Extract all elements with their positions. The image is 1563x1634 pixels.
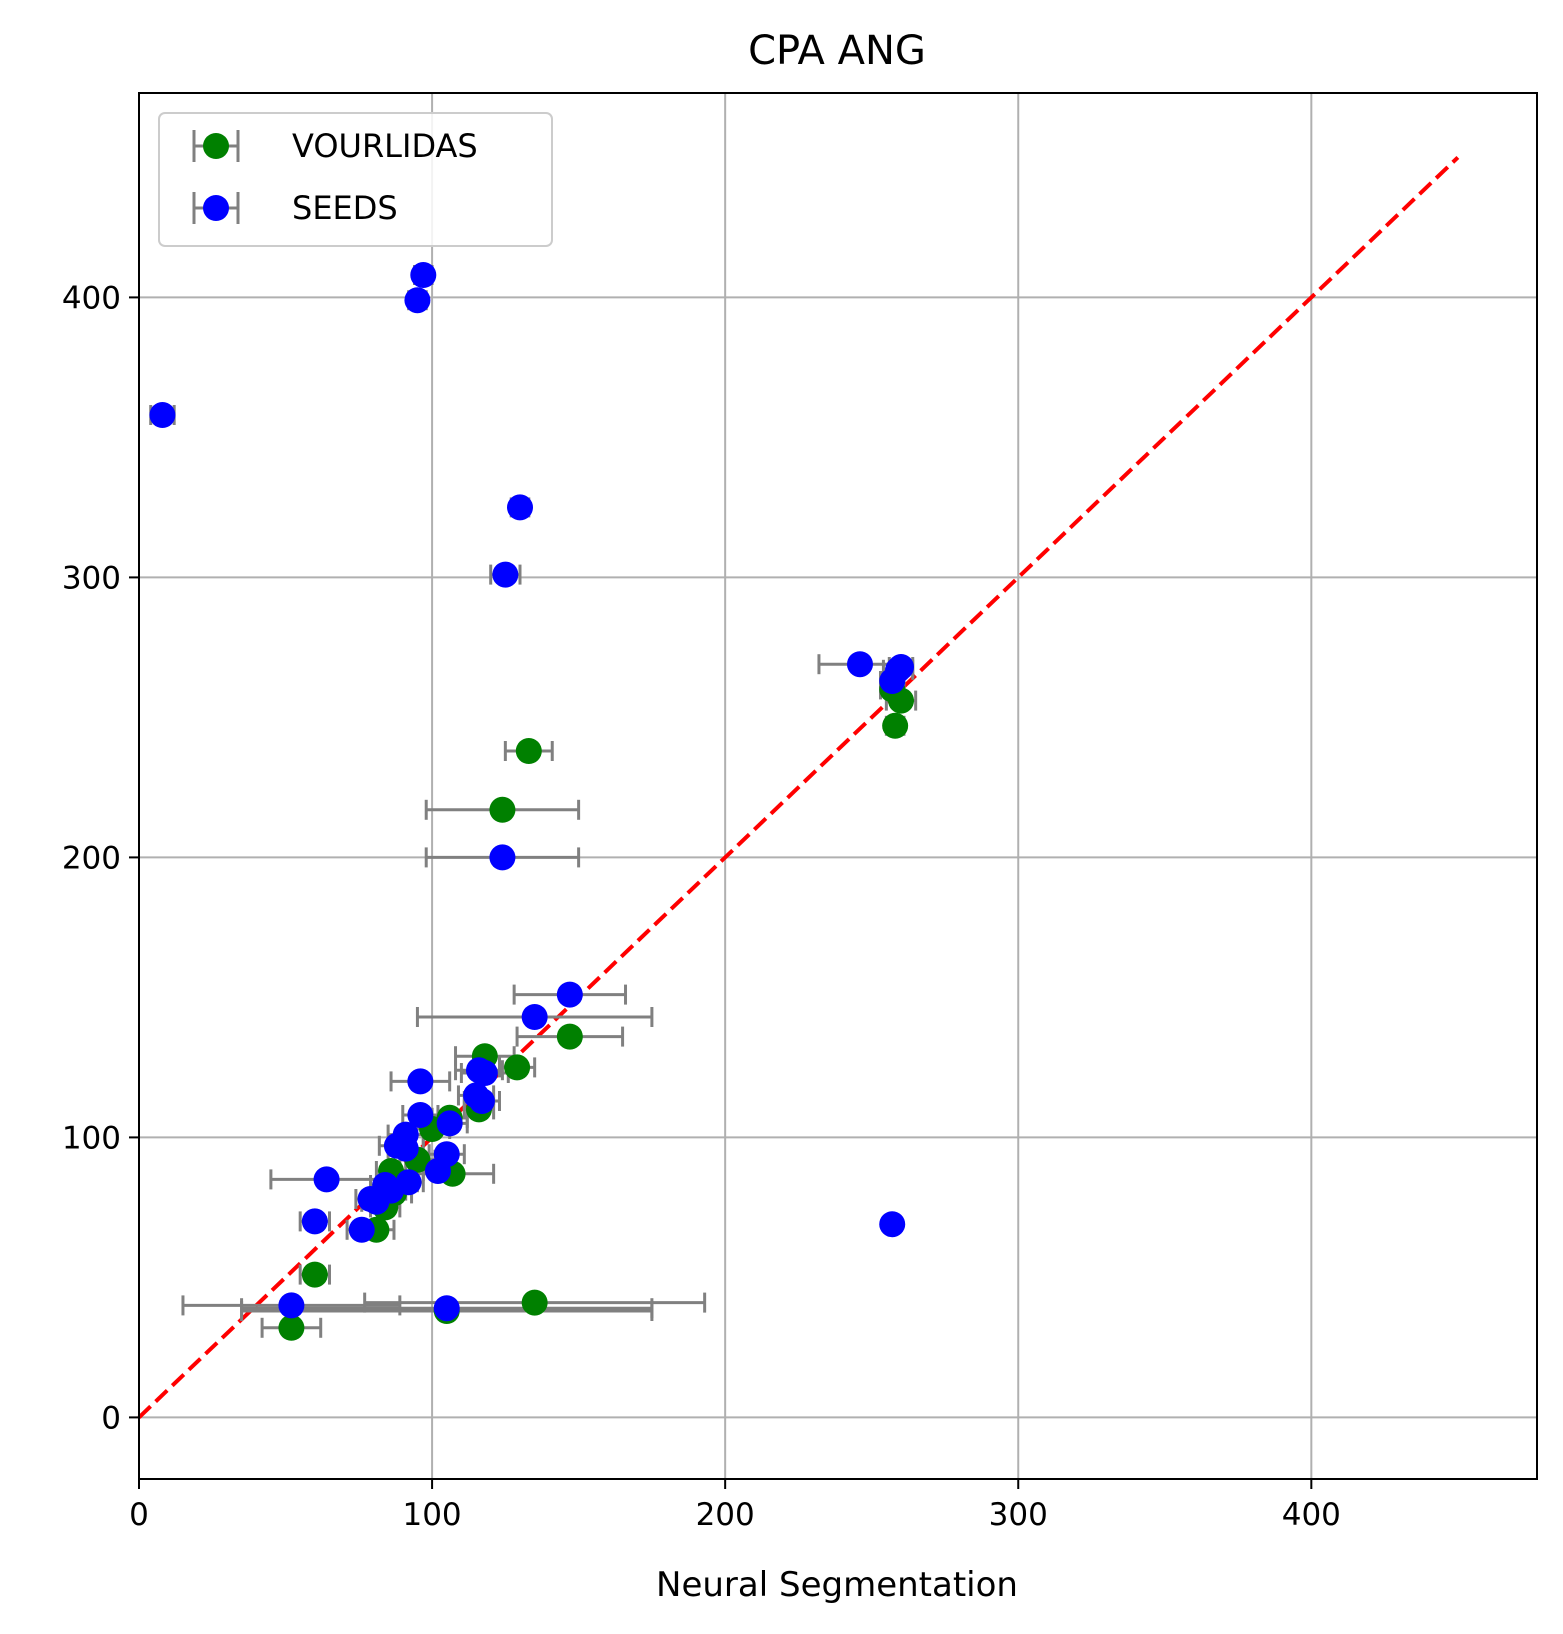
point-vourlidas [888, 687, 915, 714]
point-seeds [556, 981, 583, 1008]
x-tick-label: 400 [1282, 1497, 1341, 1533]
point-seeds [846, 651, 873, 678]
point-seeds [424, 1158, 451, 1184]
reference-line-group [137, 155, 1460, 1419]
legend-label-seeds: SEEDS [292, 189, 398, 227]
point-vourlidas [556, 1023, 583, 1050]
point-vourlidas [301, 1261, 328, 1288]
point-seeds [392, 1135, 419, 1162]
legend-marker-seeds [203, 195, 229, 221]
point-seeds [407, 1102, 434, 1128]
point-seeds [489, 844, 516, 871]
point-seeds [363, 1188, 390, 1215]
point-vourlidas [882, 712, 909, 739]
x-axis-label: Neural Segmentation [656, 1565, 1018, 1605]
reference-line [137, 155, 1460, 1419]
point-seeds [149, 402, 176, 428]
y-tick-label: 100 [62, 1120, 121, 1156]
x-tick-label: 300 [989, 1497, 1048, 1533]
y-tick-label: 0 [101, 1400, 121, 1436]
data-points [149, 262, 915, 1341]
point-vourlidas [489, 796, 516, 823]
point-seeds [404, 287, 431, 314]
y-tick-label: 300 [62, 560, 121, 596]
y-tick-label: 200 [62, 840, 121, 876]
point-seeds [407, 1068, 434, 1095]
point-seeds [433, 1295, 460, 1322]
point-seeds [468, 1088, 495, 1114]
point-vourlidas [515, 738, 542, 764]
legend-box [158, 112, 553, 247]
plot-frame [138, 92, 1538, 1480]
legend-marker-vourlidas [203, 133, 229, 159]
x-tick-label: 0 [129, 1497, 149, 1533]
legend-label-vourlidas: VOURLIDAS [292, 127, 478, 165]
x-tick-label: 100 [402, 1497, 461, 1533]
grid [138, 93, 1537, 1479]
point-seeds [313, 1166, 340, 1193]
point-seeds [492, 561, 519, 588]
point-seeds [348, 1216, 375, 1243]
x-axis-ticks: 0 100 200 300 400 [129, 1479, 1341, 1533]
y-tick-label: 400 [62, 280, 121, 316]
legend: VOURLIDAS SEEDS [158, 112, 553, 247]
point-seeds [521, 1004, 548, 1030]
y-axis-ticks: 0 100 200 300 400 [62, 280, 139, 1436]
point-vourlidas [521, 1289, 548, 1316]
point-seeds [471, 1060, 498, 1086]
chart-title: CPA ANG [748, 28, 926, 74]
point-seeds [410, 262, 437, 288]
point-seeds [301, 1208, 328, 1235]
x-tick-label: 200 [696, 1497, 755, 1533]
point-vourlidas [504, 1054, 531, 1081]
point-seeds [888, 654, 915, 680]
point-seeds [507, 494, 534, 521]
point-seeds [879, 1211, 906, 1238]
point-seeds [436, 1110, 463, 1137]
point-vourlidas [278, 1314, 305, 1341]
point-seeds [278, 1292, 305, 1319]
